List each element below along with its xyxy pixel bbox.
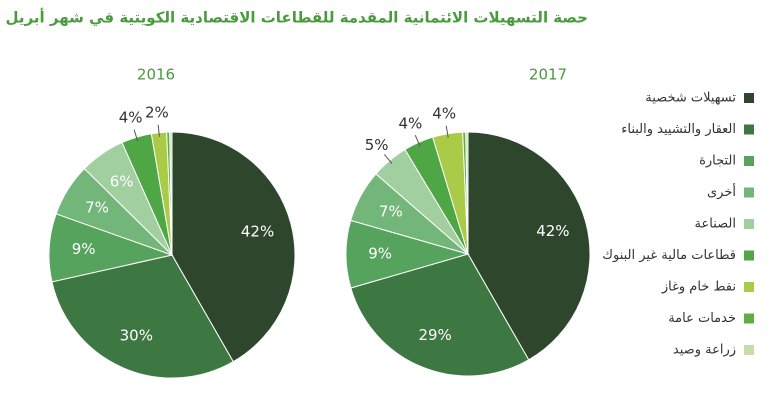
- data-label: 7%: [379, 203, 403, 221]
- legend-label: الصناعة: [695, 217, 736, 232]
- pie-title: 2016: [137, 66, 175, 84]
- legend-swatch: [744, 187, 754, 198]
- data-label: 4%: [398, 115, 422, 133]
- legend-swatch: [744, 313, 754, 324]
- legend-swatch: [744, 345, 754, 355]
- data-label: 9%: [368, 245, 392, 263]
- pie-slice: [465, 131, 469, 255]
- data-label: 2%: [145, 103, 169, 121]
- legend-swatch: [744, 156, 754, 166]
- pie-slice: [171, 131, 296, 363]
- data-label: 30%: [120, 327, 153, 345]
- pie-slice: [467, 131, 591, 361]
- data-label: 4%: [119, 109, 143, 127]
- legend-label: العقار والتشييد والبناء: [621, 122, 736, 137]
- legend-label: التجارة: [699, 154, 736, 169]
- legend-label: نفط خام وغاز: [661, 280, 736, 295]
- data-label: 5%: [365, 136, 389, 154]
- legend-swatch: [744, 124, 754, 135]
- data-label: 7%: [85, 198, 109, 216]
- data-label: 42%: [536, 222, 569, 240]
- data-label: 29%: [418, 326, 451, 344]
- data-label: 9%: [72, 240, 96, 258]
- leader-line: [133, 129, 139, 142]
- data-label: 4%: [432, 105, 456, 123]
- legend-label: تسهيلات شخصية: [645, 91, 736, 106]
- leader-line: [414, 134, 421, 147]
- chart-title: حصة التسهيلات الائتمانية المقدمة للقطاعا…: [6, 8, 588, 27]
- legend-label: زراعة وصيد: [673, 343, 736, 358]
- leader-line: [445, 125, 449, 138]
- pie-slice: [51, 254, 234, 379]
- leader-line: [383, 154, 393, 164]
- data-label: 42%: [241, 223, 274, 241]
- pie-slice: [169, 131, 173, 256]
- legend-label: أخرى: [707, 183, 736, 200]
- pie-title: 2017: [529, 66, 567, 84]
- legend-swatch: [744, 250, 754, 261]
- legend-swatch: [744, 282, 754, 292]
- data-label: 6%: [110, 173, 134, 191]
- leader-line: [157, 124, 160, 137]
- legend-label: خدمات عامة: [668, 311, 736, 326]
- legend-label: قطاعات مالية غير البنوك: [602, 248, 736, 263]
- legend-swatch: [744, 93, 754, 103]
- legend-swatch: [744, 219, 754, 229]
- pie-slice: [350, 253, 530, 377]
